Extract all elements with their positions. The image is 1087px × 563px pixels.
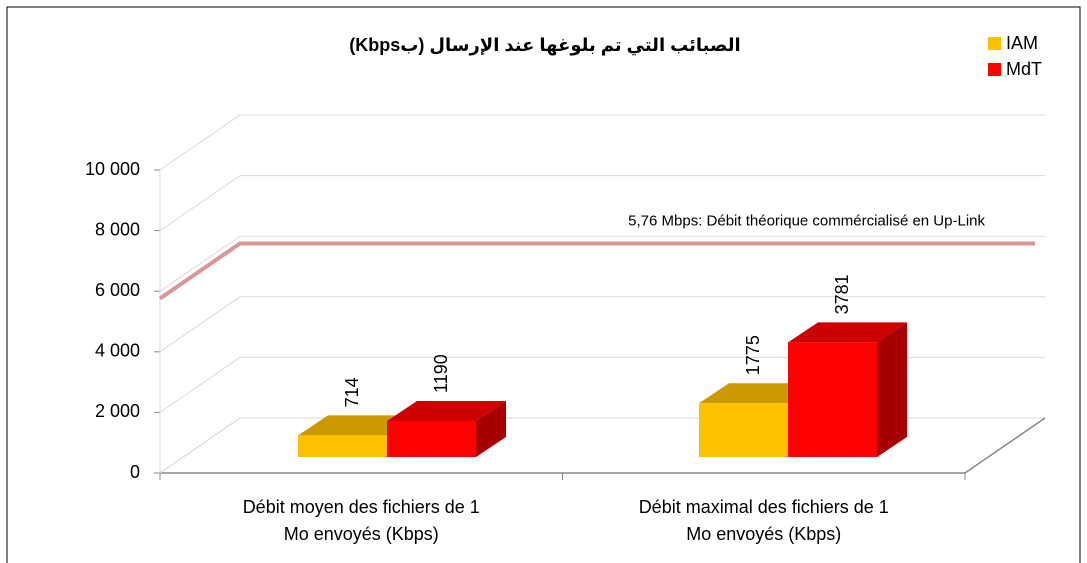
grid-line xyxy=(159,235,1045,292)
x-tick-label: Mo envoyés (Kbps) xyxy=(686,524,841,544)
y-tick-label: 0 xyxy=(130,462,140,482)
reference-line xyxy=(158,241,1035,301)
y-tick-label: 6 000 xyxy=(95,280,140,300)
value-label: 1190 xyxy=(431,354,451,393)
bar-front xyxy=(387,420,476,457)
x-tick-label: Débit moyen des fichiers de 1 xyxy=(243,497,480,517)
legend-swatch xyxy=(988,63,1001,76)
y-tick-label: 10 000 xyxy=(85,159,140,179)
value-label: 3781 xyxy=(832,274,852,314)
x-tick-label: Débit maximal des fichiers de 1 xyxy=(639,497,889,517)
x-tick-label: Mo envoyés (Kbps) xyxy=(284,524,439,544)
y-tick-label: 8 000 xyxy=(95,219,140,239)
value-label: 1775 xyxy=(743,335,763,375)
bar xyxy=(387,400,506,457)
y-tick-label: 4 000 xyxy=(95,341,140,361)
bar-top xyxy=(387,400,506,421)
bar-front xyxy=(699,403,788,457)
bar-top xyxy=(788,322,907,343)
grid-line xyxy=(159,114,1045,171)
grid-line xyxy=(159,417,1045,474)
floor-edge xyxy=(160,417,1046,474)
floor-edge xyxy=(159,417,241,474)
bar-side xyxy=(877,322,907,457)
value-label: 714 xyxy=(342,377,362,407)
grid-line xyxy=(159,356,1045,413)
chart-border xyxy=(6,6,1081,563)
y-tick-label: 2 000 xyxy=(95,401,140,421)
reference-line-label: 5,76 Mbps: Débit théorique commércialisé… xyxy=(628,212,985,229)
legend-label: IAM xyxy=(1006,33,1038,53)
bar-front xyxy=(298,435,387,457)
bar xyxy=(788,322,907,457)
grid-line xyxy=(159,296,1045,353)
grid-line xyxy=(159,175,1045,232)
bar-front xyxy=(788,342,877,457)
legend-label: MdT xyxy=(1006,59,1042,79)
legend-swatch xyxy=(988,37,1001,50)
bar-side xyxy=(476,400,506,457)
chart-title: الصبائب التي تم بلوغها عند الإرسال (بKbp… xyxy=(349,35,740,56)
